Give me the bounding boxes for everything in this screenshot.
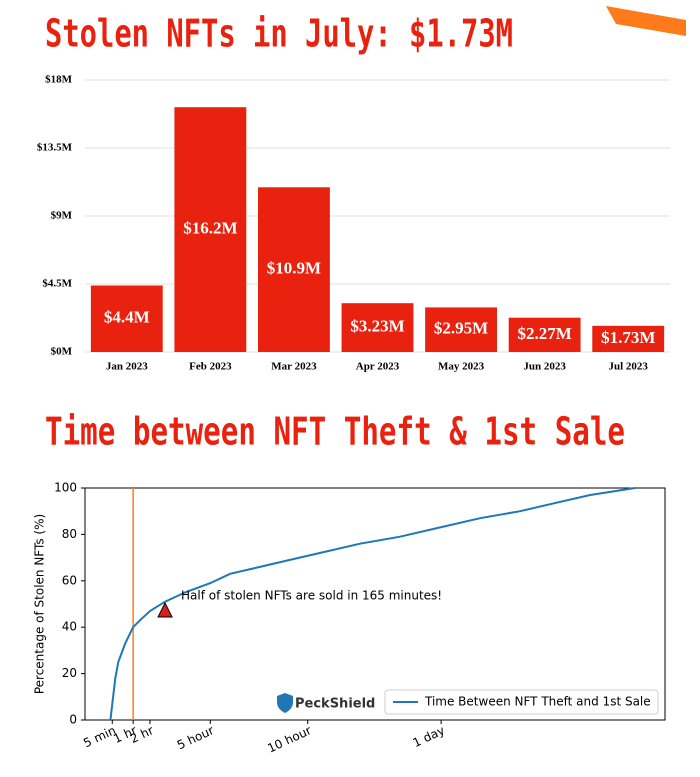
decoration [606, 6, 686, 36]
value-label: $10.9M [267, 259, 321, 278]
bar [174, 107, 247, 352]
x-tick-label: 1 day [411, 723, 447, 750]
y-tick-label: 0 [69, 713, 77, 727]
bar [257, 187, 330, 352]
y-tick-label: $18M [45, 74, 73, 86]
value-label: $2.95M [434, 319, 488, 338]
y-tick-label: 60 [62, 573, 77, 587]
bar [90, 285, 163, 352]
y-tick-label: $4.5M [42, 278, 72, 290]
y-tick-label: $13.5M [37, 142, 73, 154]
bar [425, 307, 498, 352]
chart-title: Stolen NFTs in July: $1.73M [45, 12, 513, 56]
bar [508, 317, 581, 352]
value-label: $2.27M [517, 324, 571, 343]
y-tick-label: $9M [51, 210, 73, 222]
legend: Time Between NFT Theft and 1st Sale [384, 689, 659, 715]
annotation-marker [157, 601, 173, 618]
legend-box [384, 689, 659, 715]
y-tick-label: $0M [51, 346, 73, 358]
x-tick-label: Jul 2023 [608, 361, 648, 373]
value-label: $16.2M [183, 219, 237, 238]
logo: PeckShield [295, 697, 375, 712]
x-tick-label: Apr 2023 [356, 361, 400, 373]
x-tick-label: 10 hour [265, 723, 313, 755]
value-label: $4.4M [104, 308, 150, 327]
x-tick-label: Mar 2023 [271, 361, 317, 373]
plot-frame [84, 487, 666, 721]
y-tick-label: 100 [54, 481, 77, 495]
x-tick-label: May 2023 [438, 361, 485, 373]
chart-title: Time between NFT Theft & 1st Sale [45, 410, 625, 454]
y-tick-label: 40 [62, 620, 77, 634]
x-tick-label: Jan 2023 [106, 361, 148, 373]
bar [592, 325, 665, 352]
y-tick-label: 20 [62, 666, 77, 680]
x-tick-label: 5 hour [175, 723, 216, 752]
legend-label: Time Between NFT Theft and 1st Sale [424, 695, 651, 709]
value-label: $3.23M [350, 317, 404, 336]
logo-mark [277, 693, 293, 713]
value-label: $1.73M [601, 328, 655, 347]
y-axis-label: Percentage of Stolen NFTs (%) [33, 514, 47, 694]
x-tick-label: Feb 2023 [189, 361, 232, 373]
x-tick-label: Jun 2023 [523, 361, 566, 373]
y-tick-label: 80 [62, 527, 77, 541]
line [109, 487, 636, 721]
annotation: Half of stolen NFTs are sold in 165 minu… [181, 588, 442, 602]
bar [341, 303, 414, 352]
